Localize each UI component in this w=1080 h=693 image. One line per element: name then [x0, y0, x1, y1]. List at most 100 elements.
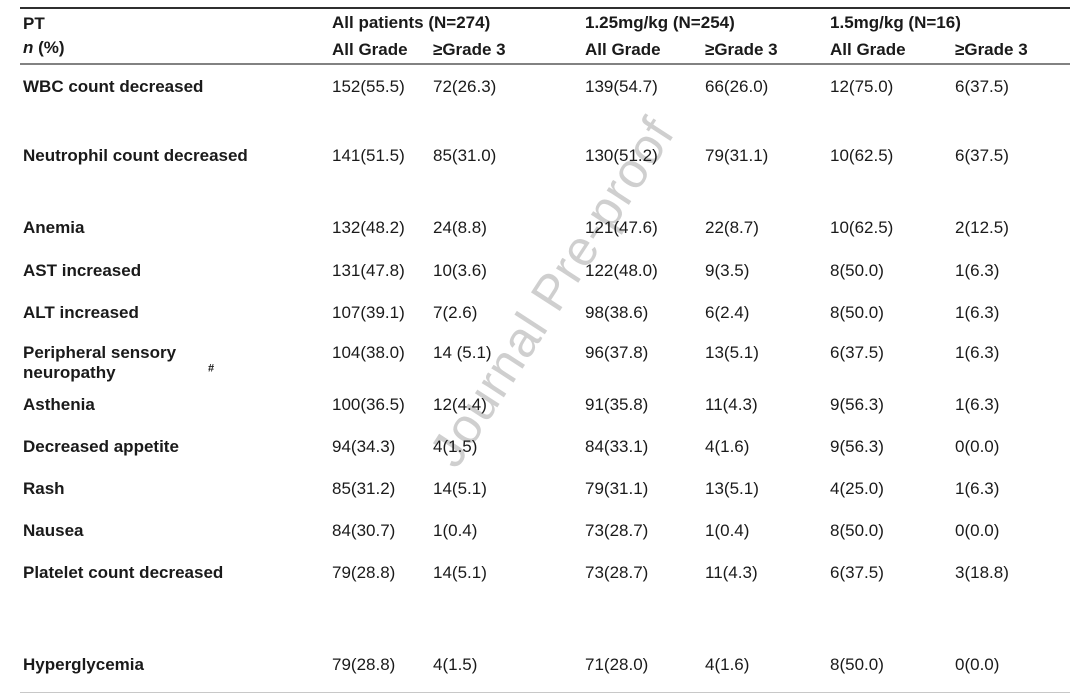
cell-value: 1(0.4)	[705, 521, 750, 540]
pt-header-cell: PT n (%)	[20, 8, 332, 65]
row-label: Neutrophil count decreased	[23, 146, 248, 165]
cell-value: 10(62.5)	[830, 218, 894, 237]
cell-value: 72(26.3)	[433, 77, 497, 96]
cell-value: 4(1.6)	[705, 437, 750, 456]
cell-value: 1(6.3)	[955, 303, 1000, 322]
cell-value: 4(25.0)	[830, 479, 884, 498]
cell-value: 4(1.5)	[433, 437, 478, 456]
row-label: Anemia	[23, 218, 85, 237]
cell-value: 139(54.7)	[585, 77, 658, 96]
row-label: Platelet count decreased	[23, 563, 224, 582]
cell-value: 100(36.5)	[332, 395, 405, 414]
cell-value: 12(75.0)	[830, 77, 894, 96]
cell-value: 121(47.6)	[585, 218, 658, 237]
cell-value: 131(47.8)	[332, 261, 405, 280]
row-label: ALT increased	[23, 303, 139, 322]
n-pct-label: n (%)	[23, 38, 65, 57]
row-label: Hyperglycemia	[23, 655, 144, 674]
cell-value: 130(51.2)	[585, 146, 658, 165]
cell-value: 6(37.5)	[830, 563, 884, 582]
cell-value: 1(6.3)	[955, 261, 1000, 280]
subheader-all-grade-3: All Grade	[830, 36, 956, 65]
cell-value: 12(4.4)	[433, 395, 487, 414]
cell-value: 79(31.1)	[705, 146, 769, 165]
cell-value: 10(62.5)	[830, 146, 894, 165]
table-row: Rash 85(31.2) 14(5.1) 79(31.1) 13(5.1) 4…	[20, 467, 1070, 509]
cell-value: 9(3.5)	[705, 261, 750, 280]
subheader-grade3-1: ≥Grade 3	[433, 36, 585, 65]
cell-value: 14(5.1)	[433, 479, 487, 498]
cell-value: 71(28.0)	[585, 655, 649, 674]
table-body: WBC count decreased 152(55.5) 72(26.3) 1…	[20, 64, 1070, 693]
row-label: Rash	[23, 479, 65, 498]
row-label: AST increased	[23, 261, 142, 280]
cell-value: 4(1.6)	[705, 655, 750, 674]
cell-value: 94(34.3)	[332, 437, 396, 456]
table-row: Anemia 132(48.2) 24(8.8) 121(47.6) 22(8.…	[20, 206, 1070, 249]
cell-value: 0(0.0)	[955, 655, 1000, 674]
cell-value: 3(18.8)	[955, 563, 1009, 582]
cell-value: 152(55.5)	[332, 77, 405, 96]
cell-value: 8(50.0)	[830, 655, 884, 674]
cell-value: 13(5.1)	[705, 479, 759, 498]
subheader-all-grade-1: All Grade	[332, 36, 433, 65]
row-label: Nausea	[23, 521, 84, 540]
cell-value: 98(38.6)	[585, 303, 649, 322]
table-row: Nausea 84(30.7) 1(0.4) 73(28.7) 1(0.4) 8…	[20, 509, 1070, 551]
cell-value: 8(50.0)	[830, 303, 884, 322]
cell-value: 7(2.6)	[433, 303, 478, 322]
table-row: Asthenia 100(36.5) 12(4.4) 91(35.8) 11(4…	[20, 383, 1070, 425]
cell-value: 6(37.5)	[955, 146, 1009, 165]
subheader-grade3-2: ≥Grade 3	[705, 36, 831, 65]
cell-value: 11(4.3)	[705, 395, 758, 414]
table-header: PT n (%) All patients (N=274) 1.25mg/kg …	[20, 8, 1071, 65]
sub-header-row: All Grade ≥Grade 3 All Grade ≥Grade 3 Al…	[20, 36, 1071, 65]
group-header-1-5mgkg: 1.5mg/kg (N=16)	[830, 13, 961, 32]
table-row: Decreased appetite 94(34.3) 4(1.5) 84(33…	[20, 425, 1070, 467]
table-row: Platelet count decreased 79(28.8) 14(5.1…	[20, 551, 1070, 643]
cell-value: 2(12.5)	[955, 218, 1009, 237]
cell-value: 84(33.1)	[585, 437, 649, 456]
pt-label: PT	[23, 14, 45, 33]
table-row: ALT increased 107(39.1) 7(2.6) 98(38.6) …	[20, 291, 1070, 331]
table-row: WBC count decreased 152(55.5) 72(26.3) 1…	[20, 64, 1070, 134]
cell-value: 122(48.0)	[585, 261, 658, 280]
cell-value: 14(5.1)	[433, 563, 487, 582]
adverse-events-table: PT n (%) All patients (N=274) 1.25mg/kg …	[20, 7, 1071, 693]
cell-value: 9(56.3)	[830, 395, 884, 414]
cell-value: 141(51.5)	[332, 146, 405, 165]
table-row: AST increased 131(47.8) 10(3.6) 122(48.0…	[20, 249, 1070, 291]
cell-value: 79(28.8)	[332, 655, 396, 674]
cell-value: 13(5.1)	[705, 343, 759, 362]
cell-value: 73(28.7)	[585, 521, 649, 540]
cell-value: 6(2.4)	[705, 303, 750, 322]
cell-value: 14 (5.1)	[433, 343, 492, 362]
cell-value: 91(35.8)	[585, 395, 649, 414]
row-label: Decreased appetite	[23, 437, 179, 456]
cell-value: 10(3.6)	[433, 261, 487, 280]
group-header-row: PT n (%) All patients (N=274) 1.25mg/kg …	[20, 8, 1070, 65]
subheader-all-grade-2: All Grade	[585, 36, 705, 65]
cell-value: 107(39.1)	[332, 303, 405, 322]
group-header-all-patients: All patients (N=274)	[332, 13, 491, 32]
cell-value: 79(28.8)	[332, 563, 396, 582]
cell-value: 85(31.2)	[332, 479, 396, 498]
cell-value: 1(0.4)	[433, 521, 478, 540]
cell-value: 1(6.3)	[955, 479, 1000, 498]
cell-value: 104(38.0)	[332, 343, 405, 362]
cell-value: 85(31.0)	[433, 146, 497, 165]
group-header-1-25mgkg: 1.25mg/kg (N=254)	[585, 13, 735, 32]
cell-value: 0(0.0)	[955, 437, 1000, 456]
row-label: Asthenia	[23, 395, 95, 414]
cell-value: 11(4.3)	[705, 563, 758, 582]
cell-value: 96(37.8)	[585, 343, 649, 362]
subheader-grade3-3: ≥Grade 3	[955, 36, 1071, 65]
table-row: Hyperglycemia 79(28.8) 4(1.5) 71(28.0) 4…	[20, 643, 1070, 693]
cell-value: 24(8.8)	[433, 218, 487, 237]
cell-value: 4(1.5)	[433, 655, 478, 674]
cell-value: 1(6.3)	[955, 395, 1000, 414]
cell-value: 79(31.1)	[585, 479, 649, 498]
table-row: Neutrophil count decreased 141(51.5) 85(…	[20, 134, 1070, 206]
cell-value: 1(6.3)	[955, 343, 1000, 362]
